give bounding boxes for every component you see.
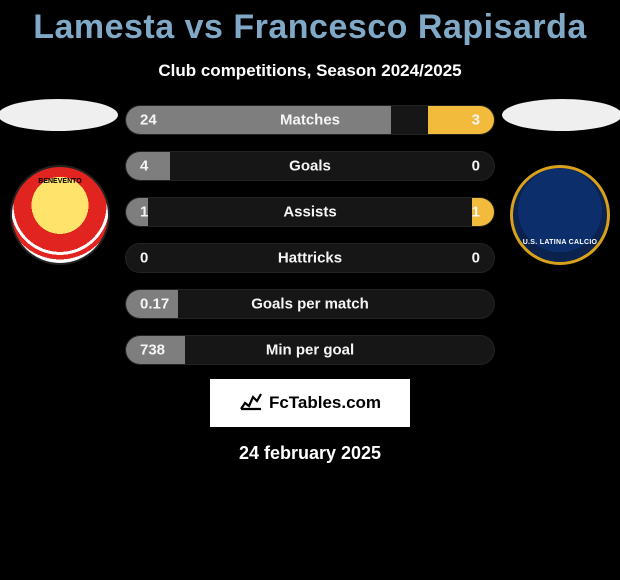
spotlight-right bbox=[502, 99, 620, 131]
stat-label: Goals per match bbox=[251, 296, 369, 313]
stat-value-right: 0 bbox=[472, 250, 480, 267]
stat-value-left: 1 bbox=[140, 204, 148, 221]
club-badge-left: BENEVENTO bbox=[10, 165, 110, 265]
stat-bar: 4 0 Goals bbox=[125, 151, 495, 181]
stat-bar: 0.17 Goals per match bbox=[125, 289, 495, 319]
stat-value-left: 0.17 bbox=[140, 296, 169, 313]
attribution-text: FcTables.com bbox=[269, 393, 381, 413]
stat-value-right: 3 bbox=[472, 112, 480, 129]
stat-label: Goals bbox=[289, 158, 331, 175]
stat-value-left: 24 bbox=[140, 112, 157, 129]
stat-bar: 24 3 Matches bbox=[125, 105, 495, 135]
stat-bar: 1 1 Assists bbox=[125, 197, 495, 227]
chart-icon bbox=[239, 391, 263, 416]
stat-value-right: 1 bbox=[472, 204, 480, 221]
club-badge-right-label: U.S. LATINA CALCIO bbox=[523, 239, 598, 246]
club-badge-left-label: BENEVENTO bbox=[38, 178, 81, 185]
stat-label: Assists bbox=[283, 204, 336, 221]
stat-label: Matches bbox=[280, 112, 340, 129]
page-title: Lamesta vs Francesco Rapisarda bbox=[0, 0, 620, 47]
stat-value-left: 0 bbox=[140, 250, 148, 267]
stat-bars: 24 3 Matches 4 0 Goals 1 1 Assists 0 0 Hattricks 0.1… bbox=[125, 105, 495, 365]
date-label: 24 february 2025 bbox=[0, 443, 620, 464]
stat-label: Hattricks bbox=[278, 250, 342, 267]
stat-bar: 0 0 Hattricks bbox=[125, 243, 495, 273]
stat-value-left: 4 bbox=[140, 158, 148, 175]
attribution-badge: FcTables.com bbox=[210, 379, 410, 427]
comparison-arena: BENEVENTO U.S. LATINA CALCIO 24 3 Matches 4… bbox=[0, 105, 620, 365]
subtitle: Club competitions, Season 2024/2025 bbox=[0, 61, 620, 81]
spotlight-left bbox=[0, 99, 118, 131]
stat-bar-right-segment bbox=[428, 106, 494, 134]
stat-bar-left-segment bbox=[126, 106, 391, 134]
stat-value-left: 738 bbox=[140, 342, 165, 359]
club-badge-right: U.S. LATINA CALCIO bbox=[510, 165, 610, 265]
stat-bar: 738 Min per goal bbox=[125, 335, 495, 365]
stat-value-right: 0 bbox=[472, 158, 480, 175]
stat-label: Min per goal bbox=[266, 342, 354, 359]
